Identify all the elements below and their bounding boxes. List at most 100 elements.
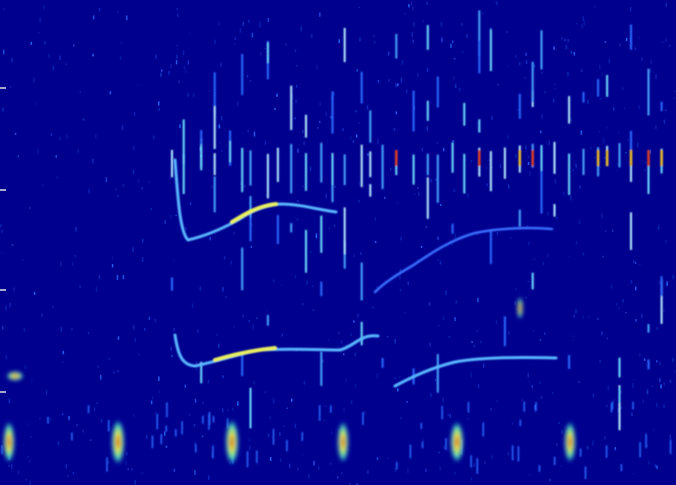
noise-speck: [41, 313, 43, 317]
noise-speck: [435, 379, 437, 381]
noise-speck: [249, 446, 251, 451]
noise-speck: [112, 264, 114, 267]
noise-speck: [412, 7, 414, 11]
noise-speck: [525, 53, 527, 56]
noise-speck: [620, 44, 622, 47]
noise-speck: [283, 425, 285, 426]
noise-speck: [338, 331, 340, 334]
noise-speck: [454, 472, 456, 475]
noise-speck: [214, 40, 216, 44]
noise-speck: [31, 42, 32, 45]
noise-speck: [456, 301, 458, 304]
noise-speck: [109, 358, 111, 361]
noise-speck: [412, 40, 414, 43]
noise-speck: [61, 327, 63, 332]
noise-speck: [117, 11, 119, 12]
noise-speck: [553, 99, 555, 103]
noise-speck: [526, 60, 528, 64]
noise-speck: [189, 33, 191, 34]
noise-speck: [302, 186, 304, 188]
noise-speck: [296, 85, 298, 88]
noise-speck: [303, 141, 305, 145]
noise-speck: [566, 45, 568, 50]
noise-speck: [617, 170, 619, 172]
noise-speck: [173, 328, 175, 331]
noise-speck: [611, 285, 613, 289]
noise-speck: [576, 241, 578, 245]
noise-speck: [155, 319, 157, 322]
noise-speck: [441, 38, 443, 43]
noise-speck: [570, 196, 572, 201]
noise-speck: [24, 328, 26, 332]
noise-speck: [471, 341, 473, 343]
noise-speck: [631, 280, 633, 284]
noise-speck: [573, 315, 575, 318]
noise-speck: [282, 333, 284, 336]
noise-speck: [295, 99, 297, 103]
noise-speck: [2, 108, 4, 111]
noise-speck: [549, 141, 551, 146]
noise-speck: [437, 142, 439, 144]
noise-speck: [387, 336, 389, 337]
noise-speck: [101, 419, 103, 423]
noise-speck: [137, 85, 139, 86]
noise-speck: [600, 167, 602, 168]
noise-speck: [412, 32, 414, 37]
noise-speck: [666, 3, 668, 7]
noise-speck: [273, 398, 275, 403]
noise-speck: [88, 189, 90, 194]
noise-speck: [497, 84, 499, 86]
pulse: [111, 418, 125, 466]
noise-speck: [653, 429, 655, 432]
noise-speck: [356, 69, 358, 71]
noise-speck: [51, 133, 53, 136]
pulse: [225, 418, 239, 466]
noise-speck: [135, 338, 137, 342]
noise-speck: [581, 130, 583, 135]
noise-speck: [218, 22, 220, 25]
noise-speck: [635, 319, 637, 322]
noise-speck: [144, 328, 146, 331]
noise-speck: [578, 381, 580, 383]
noise-speck: [377, 457, 379, 460]
noise-speck: [53, 66, 55, 70]
noise-speck: [26, 424, 28, 425]
noise-speck: [209, 91, 211, 92]
noise-speck: [259, 23, 261, 28]
background: [0, 0, 676, 485]
noise-speck: [224, 256, 226, 260]
noise-speck: [73, 472, 75, 474]
noise-speck: [544, 333, 546, 335]
noise-speck: [427, 126, 429, 131]
noise-speck: [117, 370, 119, 372]
noise-speck: [400, 237, 402, 241]
noise-speck: [400, 417, 402, 419]
noise-speck: [30, 481, 32, 485]
noise-speck: [411, 1, 413, 6]
noise-speck: [508, 184, 510, 189]
noise-speck: [659, 378, 661, 382]
noise-speck: [665, 109, 667, 111]
noise-speck: [482, 13, 484, 15]
noise-speck: [306, 280, 308, 285]
noise-speck: [404, 312, 406, 314]
noise-speck: [256, 317, 258, 319]
noise-speck: [149, 181, 151, 183]
noise-speck: [151, 208, 153, 210]
noise-speck: [126, 452, 128, 455]
noise-speck: [126, 16, 128, 21]
noise-speck: [232, 408, 234, 410]
noise-speck: [359, 182, 361, 185]
noise-speck: [34, 292, 36, 295]
noise-speck: [356, 134, 358, 137]
noise-speck: [484, 461, 486, 465]
noise-speck: [395, 468, 397, 472]
noise-speck: [540, 339, 542, 341]
noise-speck: [117, 195, 119, 197]
noise-speck: [454, 189, 456, 192]
noise-speck: [153, 136, 155, 140]
noise-speck: [174, 469, 176, 472]
noise-speck: [219, 142, 221, 144]
noise-speck: [355, 110, 357, 112]
noise-speck: [584, 21, 586, 26]
